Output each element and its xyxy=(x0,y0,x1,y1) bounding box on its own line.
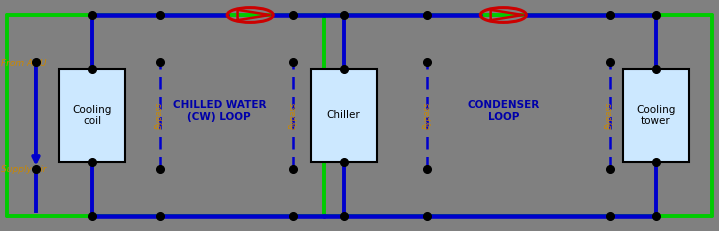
Text: Supply air: Supply air xyxy=(1,165,47,174)
Bar xyxy=(623,69,689,162)
Text: Bypass: Bypass xyxy=(423,102,431,129)
Text: Chiller: Chiller xyxy=(327,110,360,121)
Text: Bypass: Bypass xyxy=(155,102,164,129)
Text: Bypass: Bypass xyxy=(289,102,298,129)
Text: Cooling
coil: Cooling coil xyxy=(73,105,111,126)
Text: Bypass: Bypass xyxy=(605,102,614,129)
Text: Cooling
tower: Cooling tower xyxy=(636,105,675,126)
Text: CONDENSER
LOOP: CONDENSER LOOP xyxy=(467,100,539,122)
Text: From AHU: From AHU xyxy=(1,59,47,68)
Text: CHILLED WATER
(CW) LOOP: CHILLED WATER (CW) LOOP xyxy=(173,100,266,122)
Bar xyxy=(311,69,377,162)
Bar xyxy=(59,69,125,162)
